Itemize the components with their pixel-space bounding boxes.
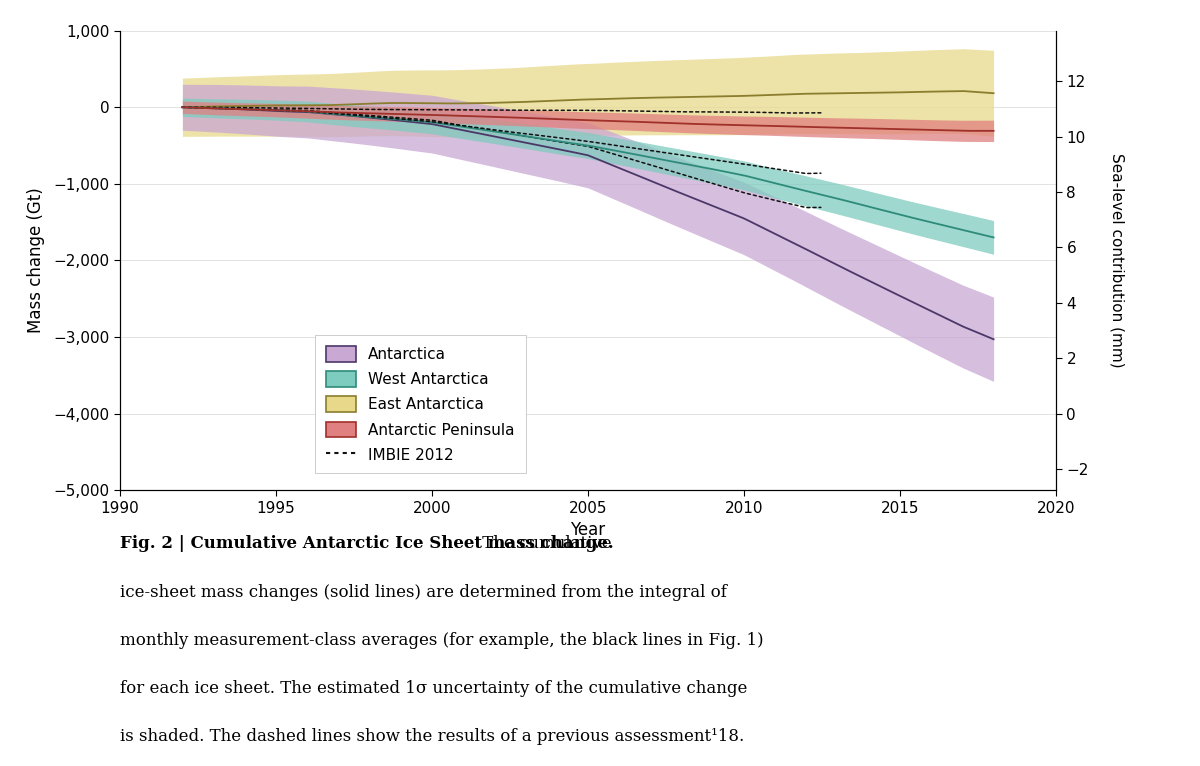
Y-axis label: Sea-level contribution (mm): Sea-level contribution (mm)	[1110, 153, 1124, 368]
Legend: Antarctica, West Antarctica, East Antarctica, Antarctic Peninsula, IMBIE 2012: Antarctica, West Antarctica, East Antarc…	[314, 336, 526, 473]
Text: monthly measurement-class averages (for example, the black lines in Fig. 1): monthly measurement-class averages (for …	[120, 632, 763, 649]
X-axis label: Year: Year	[570, 521, 606, 539]
Text: Fig. 2 | Cumulative Antarctic Ice Sheet mass change.: Fig. 2 | Cumulative Antarctic Ice Sheet …	[120, 535, 613, 552]
Text: ice-sheet mass changes (solid lines) are determined from the integral of: ice-sheet mass changes (solid lines) are…	[120, 584, 727, 601]
Y-axis label: Mass change (Gt): Mass change (Gt)	[26, 188, 46, 333]
Text: is shaded. The dashed lines show the results of a previous assessment¹18.: is shaded. The dashed lines show the res…	[120, 728, 744, 745]
Text: for each ice sheet. The estimated 1σ uncertainty of the cumulative change: for each ice sheet. The estimated 1σ unc…	[120, 680, 748, 697]
Text: The cumulative: The cumulative	[478, 535, 612, 552]
